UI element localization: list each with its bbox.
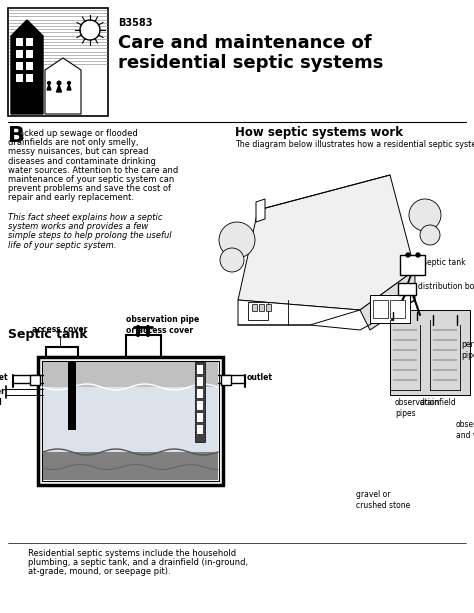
Bar xyxy=(16,38,23,46)
Bar xyxy=(16,50,23,58)
Bar xyxy=(43,362,218,387)
Polygon shape xyxy=(47,85,51,90)
Bar xyxy=(46,347,78,357)
Bar xyxy=(30,375,40,385)
Text: observation
pipes: observation pipes xyxy=(395,398,440,419)
Text: Septic tank: Septic tank xyxy=(8,328,88,341)
Text: maintenance of your septic system can: maintenance of your septic system can xyxy=(8,175,174,184)
Bar xyxy=(398,283,416,295)
Bar xyxy=(221,375,231,385)
Text: outlet: outlet xyxy=(247,373,273,382)
Polygon shape xyxy=(238,175,415,310)
Circle shape xyxy=(220,248,244,272)
Text: sludge: sludge xyxy=(118,475,147,484)
Polygon shape xyxy=(11,20,43,114)
Bar xyxy=(197,425,203,434)
Text: This fact sheet explains how a septic: This fact sheet explains how a septic xyxy=(8,213,163,222)
Text: acked up sewage or flooded: acked up sewage or flooded xyxy=(19,129,138,138)
Text: Residential septic systems include the household: Residential septic systems include the h… xyxy=(28,549,236,558)
Circle shape xyxy=(80,20,100,40)
Text: repair and early replacement.: repair and early replacement. xyxy=(8,193,134,202)
Text: scum: scum xyxy=(134,376,156,385)
Text: drainfield: drainfield xyxy=(420,398,457,407)
Circle shape xyxy=(219,222,255,258)
Bar xyxy=(26,38,33,46)
Text: distribution box: distribution box xyxy=(418,282,474,291)
Bar xyxy=(400,255,425,275)
Polygon shape xyxy=(67,85,71,90)
Bar xyxy=(197,389,203,398)
Bar xyxy=(26,74,33,82)
Bar xyxy=(26,50,33,58)
Text: observation
and vent pipes: observation and vent pipes xyxy=(456,420,474,441)
Bar xyxy=(266,304,271,311)
Text: How septic systems work: How septic systems work xyxy=(235,126,403,139)
Text: perforated
pipe: perforated pipe xyxy=(461,340,474,360)
Bar xyxy=(197,377,203,386)
Polygon shape xyxy=(360,270,415,330)
Bar xyxy=(252,304,257,311)
Text: drainfields are not only smelly,: drainfields are not only smelly, xyxy=(8,138,138,147)
Text: Care and maintenance of: Care and maintenance of xyxy=(118,34,372,52)
Bar xyxy=(68,362,76,430)
Bar xyxy=(126,335,161,357)
Text: The diagram below illustrates how a residential septic system works.: The diagram below illustrates how a resi… xyxy=(235,140,474,149)
Bar xyxy=(370,295,410,323)
Text: B: B xyxy=(8,126,25,146)
Text: B3583: B3583 xyxy=(118,18,153,28)
Bar xyxy=(259,304,264,311)
Text: water sources. Attention to the care and: water sources. Attention to the care and xyxy=(8,166,178,175)
Polygon shape xyxy=(56,85,62,92)
Circle shape xyxy=(409,199,441,231)
Bar xyxy=(248,302,268,320)
Bar xyxy=(197,365,203,374)
Bar xyxy=(38,357,223,485)
Text: plumbing, a septic tank, and a drainfield (in-ground,: plumbing, a septic tank, and a drainfiel… xyxy=(28,558,248,567)
Bar xyxy=(42,361,219,481)
Text: inlet: inlet xyxy=(0,373,8,382)
Text: at-grade, mound, or seepage pit).: at-grade, mound, or seepage pit). xyxy=(28,567,171,576)
Bar xyxy=(16,62,23,70)
Text: diseases and contaminate drinking: diseases and contaminate drinking xyxy=(8,156,156,166)
Bar xyxy=(197,413,203,422)
Text: life of your septic system.: life of your septic system. xyxy=(8,240,117,249)
Text: system works and provides a few: system works and provides a few xyxy=(8,222,148,231)
Bar xyxy=(390,300,405,318)
Circle shape xyxy=(406,253,410,257)
Bar xyxy=(43,387,218,452)
Polygon shape xyxy=(45,58,81,114)
Text: messy nuisances, but can spread: messy nuisances, but can spread xyxy=(8,147,148,156)
Text: septic tank: septic tank xyxy=(423,258,465,267)
Text: simple steps to help prolong the useful: simple steps to help prolong the useful xyxy=(8,231,172,240)
Bar xyxy=(26,62,33,70)
Circle shape xyxy=(420,225,440,245)
Circle shape xyxy=(68,82,71,85)
Text: water
level: water level xyxy=(0,387,6,408)
Polygon shape xyxy=(256,199,265,222)
Circle shape xyxy=(57,81,61,85)
Bar xyxy=(373,300,388,318)
Circle shape xyxy=(47,82,50,85)
Text: residential septic systems: residential septic systems xyxy=(118,54,383,72)
Polygon shape xyxy=(238,300,360,325)
Text: gravel or
crushed stone: gravel or crushed stone xyxy=(356,490,410,511)
Polygon shape xyxy=(390,310,470,395)
Bar xyxy=(8,8,108,116)
Text: effluent filter/
baffle: effluent filter/ baffle xyxy=(153,419,214,440)
Bar xyxy=(195,362,205,442)
Bar xyxy=(197,401,203,410)
Text: prevent problems and save the cost of: prevent problems and save the cost of xyxy=(8,184,171,193)
Bar xyxy=(16,74,23,82)
Circle shape xyxy=(416,253,420,257)
Bar xyxy=(43,452,218,480)
Text: access cover: access cover xyxy=(32,325,87,334)
Text: observation pipe
or access cover: observation pipe or access cover xyxy=(126,315,199,335)
Text: baffle: baffle xyxy=(48,432,73,441)
